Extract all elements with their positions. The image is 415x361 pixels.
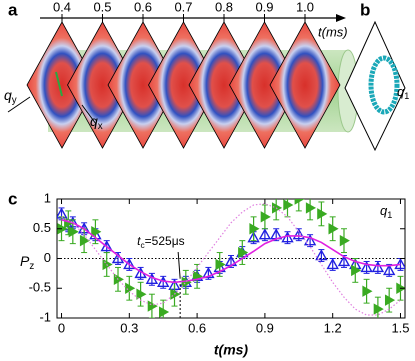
label: q1 [397,84,409,101]
marker [247,231,260,243]
snapshot-marker [55,71,63,97]
marker [202,266,215,279]
label-sub: 1 [404,91,409,101]
qx-arrow [81,104,97,125]
marker [91,226,102,238]
marker [326,258,339,270]
snapshot [269,21,341,149]
marker [328,223,339,235]
marker [305,202,317,214]
marker [238,246,249,259]
label-sub: x [98,121,103,132]
marker [339,234,350,247]
x-tick-label: 0.3 [120,320,138,335]
label-symbol: q [90,113,98,129]
label-symbol: P [20,253,30,269]
time-tick-label: 0.4 [53,0,71,14]
label: qx [90,113,103,132]
y-tick-label: 0.5 [33,220,51,235]
label-symbol: q [397,84,405,99]
x-tick-label: 0.9 [256,320,274,335]
marker [360,260,373,273]
panel-label: c [8,189,17,208]
time-tick-label: 0.5 [93,0,111,14]
marker [100,240,113,252]
panel-label: b [360,0,370,19]
x-tick-label: 1.5 [391,320,409,335]
marker [317,208,328,220]
panel-label: a [8,0,18,19]
marker [136,288,147,300]
snapshots [26,21,341,149]
y-tick-label: 1 [44,190,51,205]
time-tick-label: 0.8 [215,0,233,14]
marker [68,226,79,238]
marker [384,294,396,306]
marker [362,285,373,297]
label-sub: z [29,261,34,272]
marker [283,199,294,211]
x-axis-label: t(ms) [214,342,249,358]
marker [292,228,305,240]
marker [351,264,362,277]
label-symbol: q [4,87,12,103]
y-tick-label: -1 [39,309,51,324]
time-tick-label: 0.9 [255,0,273,14]
marker [113,273,124,286]
marker [315,249,328,261]
marker [215,258,226,271]
time-tick-label: 0.6 [134,0,152,14]
qy-arrow [7,96,31,113]
x-tick-label: 1.2 [324,320,342,335]
time-axis-label: t(ms) [318,24,348,39]
time-tick-label: 0.7 [174,0,192,14]
label: Pz [20,253,34,272]
marker [337,255,351,267]
label: tc=525μs [137,234,184,250]
marker [79,234,91,247]
label-sub: 1 [387,210,392,220]
marker [303,234,317,246]
marker [260,211,271,223]
marker [294,199,305,205]
label: q1 [380,203,392,220]
y-tick-label: 0 [44,250,51,265]
time-tick-label: 1.0 [296,0,314,14]
x-tick-label: 0 [58,320,65,335]
label-rest: =525μs [145,234,185,248]
marker [373,303,384,315]
marker [123,258,136,270]
marker [159,306,170,318]
x-tick-label: 0.6 [188,320,206,335]
marker [125,282,136,294]
tc-pointer [177,251,181,279]
label: qy [4,87,17,106]
y-tick-label: -0.5 [29,280,51,295]
marker [249,223,260,235]
marker [258,228,272,240]
plot-area [57,199,405,318]
ring [368,55,400,115]
label-sub: y [12,95,17,106]
marker [382,263,396,276]
fit-line [61,219,401,284]
marker [371,260,385,273]
label-symbol: q [380,203,388,218]
fit-line [61,203,401,316]
time-arrow [336,14,346,22]
label-symbol: t [137,234,141,248]
label-sub: c [140,240,144,250]
marker [181,276,192,288]
